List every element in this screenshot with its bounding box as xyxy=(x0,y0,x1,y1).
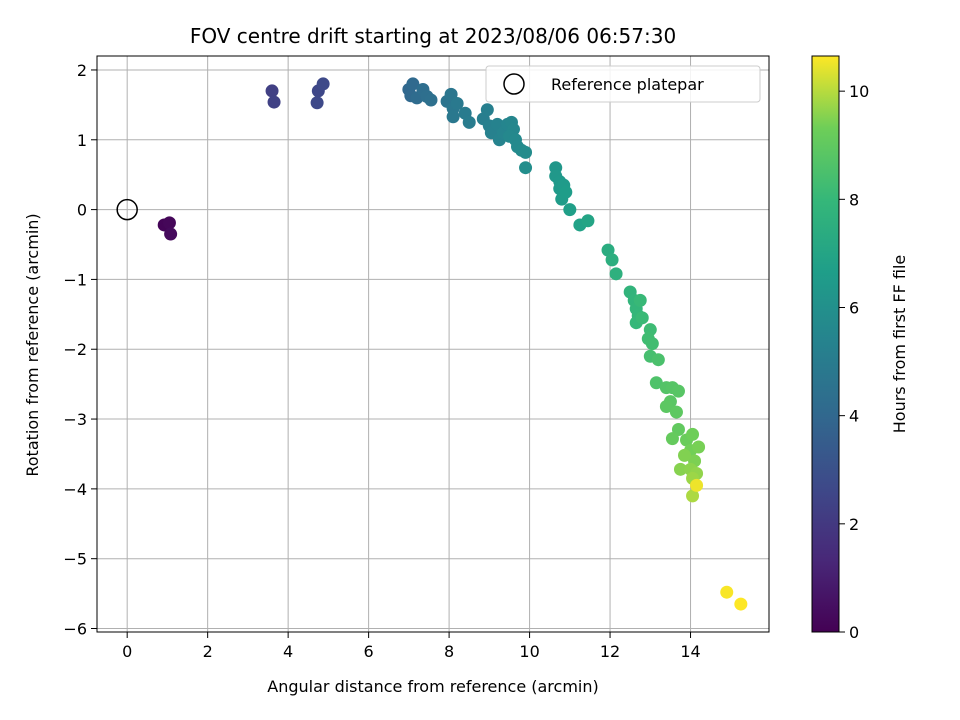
colorbar-gradient xyxy=(811,55,840,633)
data-point xyxy=(265,84,279,98)
y-tick-label: −4 xyxy=(63,480,87,499)
colorbar: 0 2 4 6 8 10 Hours from first FF file xyxy=(811,55,909,642)
reference-platepar-marker xyxy=(116,198,138,221)
data-point xyxy=(659,399,673,413)
data-point xyxy=(605,253,619,267)
y-tick-label: −6 xyxy=(63,620,87,639)
data-point xyxy=(581,214,595,228)
data-point xyxy=(633,293,647,307)
axes-frame xyxy=(96,55,770,633)
data-point xyxy=(406,77,420,91)
y-tick-label: −5 xyxy=(63,550,87,569)
data-point xyxy=(734,597,748,611)
data-point xyxy=(692,440,706,454)
data-point xyxy=(677,448,691,462)
data-point xyxy=(720,585,734,599)
data-point xyxy=(671,384,685,398)
data-point xyxy=(563,203,577,217)
colorbar-label: Hours from first FF file xyxy=(890,255,909,434)
data-point xyxy=(450,96,464,110)
data-point xyxy=(645,337,659,351)
x-tick-label: 4 xyxy=(283,642,293,661)
y-tick-label: 1 xyxy=(77,131,87,150)
x-axis-ticks: 0 2 4 6 8 10 12 14 xyxy=(122,632,701,661)
x-axis-label: Angular distance from reference (arcmin) xyxy=(267,677,598,696)
colorbar-tick-label: 8 xyxy=(849,190,859,209)
data-point xyxy=(635,311,649,325)
data-point xyxy=(316,77,330,91)
x-tick-label: 12 xyxy=(600,642,620,661)
data-point xyxy=(310,96,324,110)
data-point xyxy=(601,243,615,257)
y-tick-label: −3 xyxy=(63,410,87,429)
data-point xyxy=(424,93,438,107)
x-tick-label: 6 xyxy=(364,642,374,661)
legend: Reference platepar xyxy=(485,65,761,103)
colorbar-tick-label: 10 xyxy=(849,82,869,101)
y-tick-label: 2 xyxy=(77,61,87,80)
colorbar-ticks: 0 2 4 6 8 10 xyxy=(839,82,869,642)
scatter-points xyxy=(157,77,748,611)
data-point xyxy=(480,103,494,117)
colorbar-tick-label: 6 xyxy=(849,298,859,317)
data-point xyxy=(651,353,665,367)
colorbar-tick-label: 2 xyxy=(849,515,859,534)
data-point xyxy=(267,95,281,109)
data-point xyxy=(519,161,533,175)
data-point xyxy=(673,462,687,476)
y-axis-ticks: 2 1 0 −1 −2 −3 −4 −5 −6 xyxy=(63,61,97,639)
data-point xyxy=(686,489,700,503)
x-tick-label: 10 xyxy=(519,642,539,661)
data-point xyxy=(690,478,704,492)
x-tick-label: 2 xyxy=(203,642,213,661)
y-tick-label: −2 xyxy=(63,340,87,359)
chart-title: FOV centre drift starting at 2023/08/06 … xyxy=(190,24,676,48)
data-point xyxy=(519,145,533,159)
colorbar-tick-label: 0 xyxy=(849,623,859,642)
x-tick-label: 8 xyxy=(444,642,454,661)
data-point xyxy=(665,432,679,446)
x-tick-label: 0 xyxy=(122,642,132,661)
legend-box xyxy=(485,65,761,103)
data-point xyxy=(686,427,700,441)
data-point xyxy=(462,115,476,129)
grid xyxy=(97,56,769,632)
legend-entry-reference-platepar: Reference platepar xyxy=(551,75,704,94)
data-point xyxy=(559,185,573,199)
data-point xyxy=(649,376,663,390)
data-point xyxy=(609,267,623,281)
y-tick-label: −1 xyxy=(63,270,87,289)
x-tick-label: 14 xyxy=(680,642,700,661)
data-point xyxy=(164,227,178,241)
y-tick-label: 0 xyxy=(77,201,87,220)
colorbar-tick-label: 4 xyxy=(849,407,859,426)
data-point xyxy=(162,216,176,230)
data-point xyxy=(446,110,460,124)
legend-marker xyxy=(503,73,525,95)
y-axis-label: Rotation from reference (arcmin) xyxy=(23,213,42,476)
data-point xyxy=(669,405,683,419)
